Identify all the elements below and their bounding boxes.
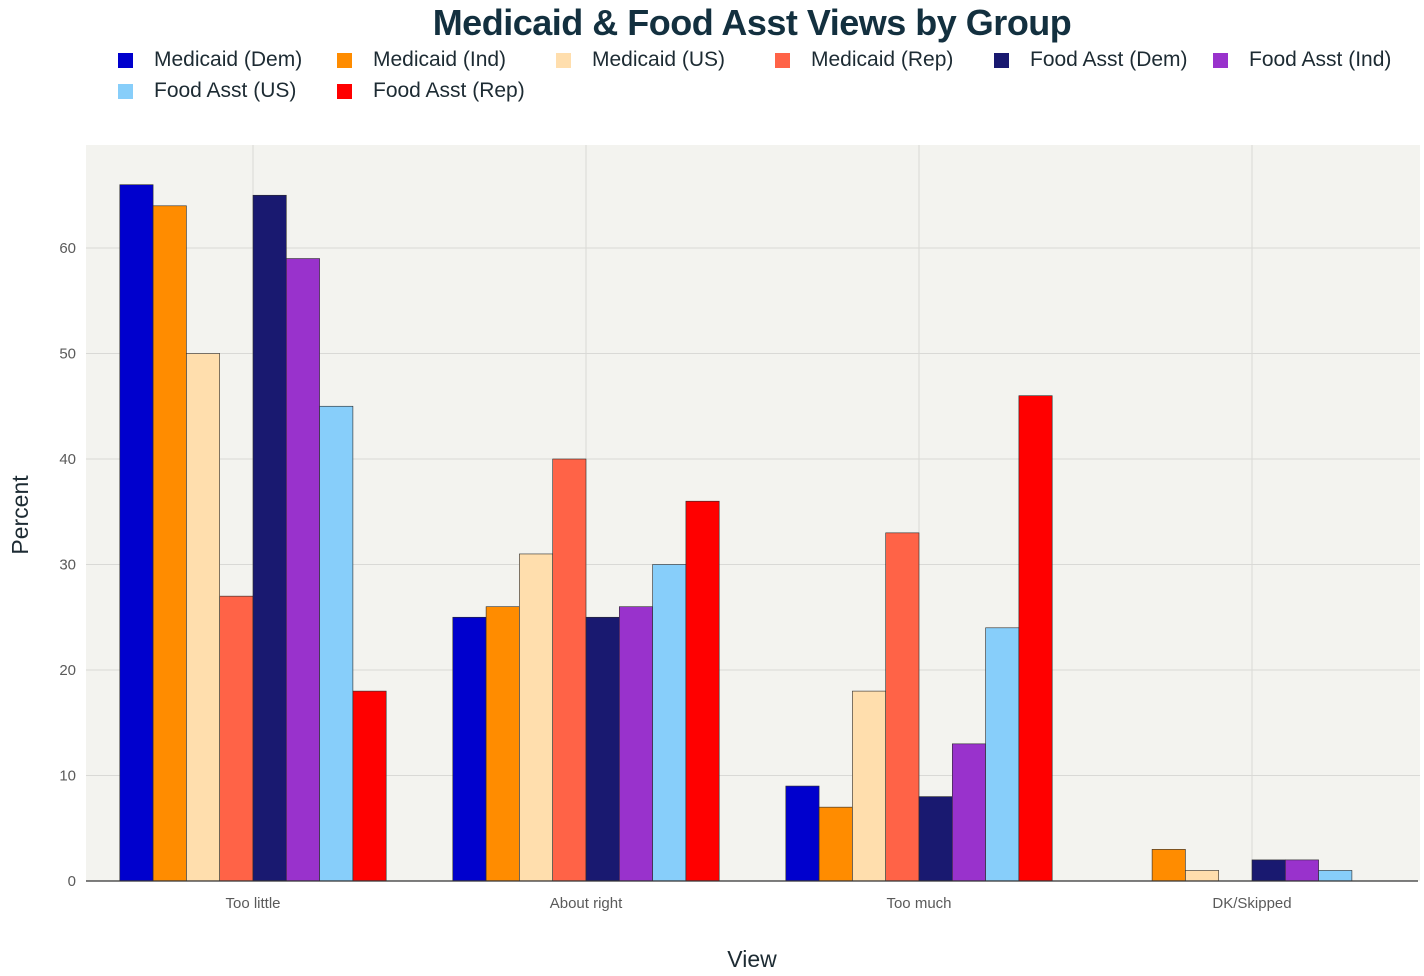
legend-item[interactable]: Food Asst (US) (118, 77, 296, 105)
legend-swatch (1213, 52, 1228, 68)
bar[interactable] (1251, 859, 1286, 882)
legend-swatch (337, 52, 352, 68)
bar[interactable] (1285, 859, 1319, 882)
bar[interactable] (352, 690, 387, 882)
bar[interactable] (252, 194, 287, 882)
bar[interactable] (186, 353, 220, 882)
legend-label: Medicaid (Dem) (154, 48, 303, 71)
x-tick-label: About right (550, 895, 623, 912)
legend-item[interactable]: Medicaid (US) (556, 46, 725, 74)
bar[interactable] (785, 785, 820, 882)
bar[interactable] (685, 500, 720, 882)
bar[interactable] (119, 184, 154, 882)
bar[interactable] (618, 606, 653, 882)
legend-swatch (118, 83, 133, 99)
legend-label: Medicaid (Ind) (373, 48, 507, 71)
y-tick-label: 20 (59, 662, 76, 679)
x-tick-label: DK/Skipped (1212, 895, 1291, 912)
bar[interactable] (1018, 395, 1053, 882)
legend-label: Food Asst (Rep) (373, 79, 525, 102)
bar[interactable] (818, 806, 853, 882)
bar[interactable] (519, 553, 554, 882)
bar[interactable] (985, 627, 1020, 882)
y-tick-label: 40 (59, 451, 76, 468)
legend-item[interactable]: Medicaid (Ind) (337, 46, 506, 74)
y-tick-label: 0 (68, 873, 76, 890)
chart-title: Medicaid & Food Asst Views by Group (432, 2, 1072, 43)
legend-swatch (118, 52, 133, 68)
bar[interactable] (552, 458, 587, 882)
legend-item[interactable]: Medicaid (Rep) (775, 46, 953, 74)
bar[interactable] (452, 616, 487, 882)
bar[interactable] (652, 564, 687, 882)
legend-label: Food Asst (Ind) (1249, 48, 1392, 71)
x-tick-label: Too little (225, 895, 280, 912)
x-tick-label: Too much (886, 895, 951, 912)
bar[interactable] (319, 405, 354, 882)
x-axis-title: View (727, 946, 777, 972)
legend-swatch (994, 52, 1009, 68)
legend-swatch (775, 52, 790, 68)
legend-label: Medicaid (Rep) (811, 48, 954, 71)
bar[interactable] (485, 606, 520, 882)
x-axis-ticks: Too little About right Too much DK/Skipped (225, 895, 1291, 912)
bar[interactable] (852, 690, 887, 882)
legend-item[interactable]: Food Asst (Ind) (1213, 46, 1391, 74)
y-tick-label: 30 (59, 557, 76, 574)
legend-label: Medicaid (US) (592, 48, 726, 71)
bar[interactable] (1185, 870, 1220, 882)
y-axis-ticks: 0 10 20 30 40 50 60 (59, 240, 76, 890)
legend-swatch (556, 52, 571, 68)
legend-label: Food Asst (US) (154, 79, 297, 102)
legend-swatch (337, 83, 352, 99)
bar[interactable] (152, 205, 187, 882)
bar[interactable] (1151, 849, 1186, 882)
bar[interactable] (285, 258, 320, 882)
bar[interactable] (585, 616, 620, 882)
y-tick-label: 50 (59, 346, 76, 363)
legend-label: Food Asst (Dem) (1030, 48, 1188, 71)
y-axis-title: Percent (7, 475, 33, 555)
legend-item[interactable]: Food Asst (Rep) (337, 77, 525, 105)
bar[interactable] (1318, 870, 1353, 882)
bar[interactable] (885, 532, 920, 882)
bar[interactable] (219, 595, 254, 882)
y-tick-label: 60 (59, 240, 76, 257)
y-tick-label: 10 (59, 768, 76, 785)
legend-item[interactable]: Food Asst (Dem) (994, 46, 1188, 74)
bar[interactable] (918, 796, 953, 882)
bar[interactable] (951, 743, 986, 882)
legend-item[interactable]: Medicaid (Dem) (118, 46, 302, 74)
